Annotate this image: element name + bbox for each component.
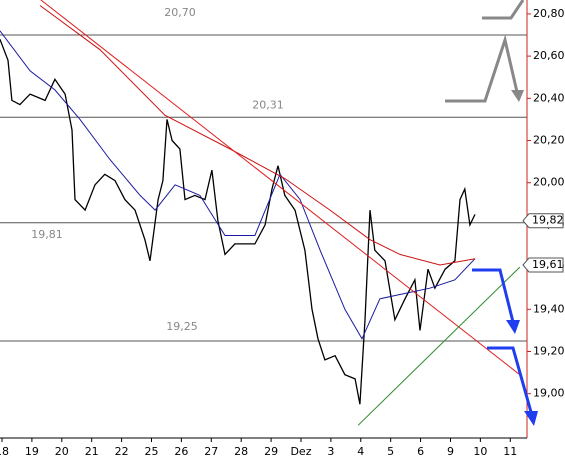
price-tag-label: 19,82	[532, 214, 564, 227]
level-label: 19,25	[166, 320, 198, 333]
arrow	[472, 268, 515, 323]
x-tick-label: 18	[0, 445, 9, 458]
x-tick-label: 10	[473, 445, 487, 458]
x-tick-label: 26	[174, 445, 188, 458]
y-tick-label: 20,800	[533, 7, 565, 20]
price-tag	[522, 213, 564, 229]
x-tick-label: 19	[25, 445, 39, 458]
x-tick-label: 27	[204, 445, 218, 458]
x-tick-label: 3	[327, 445, 334, 458]
arrow	[487, 346, 533, 413]
series-line	[0, 30, 476, 340]
x-tick-label: 11	[503, 445, 517, 458]
level-label: 20,70	[164, 6, 196, 19]
x-tick-label: 5	[387, 445, 394, 458]
series-line	[39, 5, 476, 266]
annotations	[445, 0, 538, 426]
y-tick-label: 20,000	[533, 176, 565, 189]
x-tick-label: Dez	[290, 445, 311, 458]
icon-arrow-head	[511, 90, 524, 102]
x-tick-label: 9	[447, 445, 454, 458]
series-line	[0, 38, 476, 405]
series-line	[40, 0, 521, 376]
icon-arrow	[482, 0, 525, 20]
x-tick-label: 20	[55, 445, 69, 458]
y-tick-label: 19,400	[533, 302, 565, 315]
x-tick-label: 21	[85, 445, 99, 458]
level-label: 19,81	[31, 228, 63, 241]
x-tick-label: 4	[357, 445, 364, 458]
series-line	[357, 266, 521, 426]
arrow-head	[524, 411, 538, 426]
x-tick-label: 28	[234, 445, 248, 458]
x-tick-label: 29	[264, 445, 278, 458]
x-tick-label: 25	[144, 445, 158, 458]
y-tick-label: 20,400	[533, 91, 565, 104]
icon-arrow	[445, 34, 519, 103]
plot	[0, 0, 527, 426]
y-tick-label: 19,000	[533, 387, 565, 400]
y-tick-label: 20,600	[533, 49, 565, 62]
level-label: 20,31	[252, 98, 284, 111]
x-tick-label: 6	[417, 445, 424, 458]
y-tick-label: 19,200	[533, 344, 565, 357]
price-tag-label: 19,61	[532, 258, 564, 271]
y-tick-label: 20,200	[533, 134, 565, 147]
arrow-head	[506, 320, 520, 334]
price-tag	[522, 257, 564, 273]
x-tick-label: 22	[115, 445, 129, 458]
